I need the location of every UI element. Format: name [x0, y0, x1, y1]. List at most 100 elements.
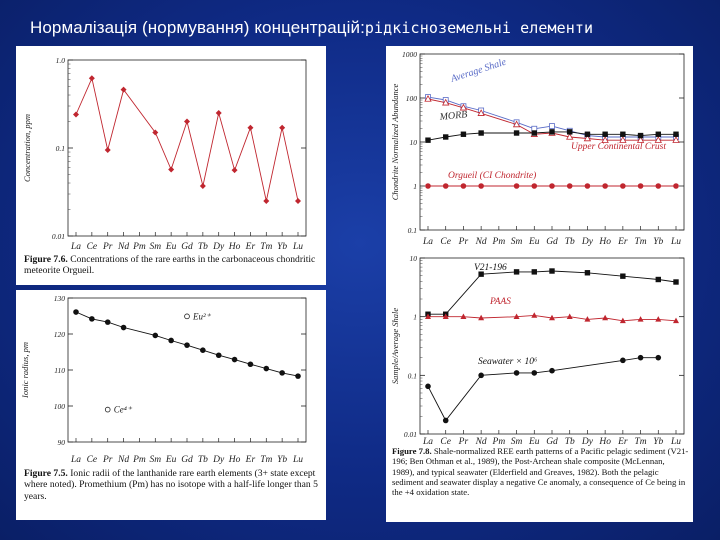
- fig78b-point-0-sm: [513, 269, 520, 275]
- fig78b-point-0-lu: [673, 279, 679, 285]
- fig78a-point-1-tb: [566, 132, 574, 140]
- fig78a-point-3-la: [425, 183, 431, 189]
- fig78a-ytick-label-3: 1: [413, 182, 417, 191]
- fig78b-point-2-nd: [478, 372, 484, 379]
- fig78a-xtick-label-gd: Gd: [546, 237, 558, 247]
- fig75-xtick-label-la: La: [70, 455, 81, 465]
- fig78a-xtick-label-nd: Nd: [475, 237, 487, 247]
- fig76-point-0-ce: [88, 75, 95, 82]
- fig76-point-0-ho: [231, 167, 238, 174]
- fig78b-xtick-label-pm: Pm: [492, 437, 506, 446]
- fig78b-xtick-label-pr: Pr: [458, 437, 469, 446]
- fig78b-point-2-er: [620, 357, 626, 364]
- fig76-xtick-label-tb: Tb: [198, 242, 208, 252]
- fig78a-point-3-ho: [602, 183, 608, 189]
- fig78b-series-v21-196: [425, 268, 679, 317]
- fig78a-xtick-label-yb: Yb: [653, 237, 663, 247]
- fig78b-point-0-er: [620, 273, 626, 279]
- fig75-point-0-ce: [89, 316, 95, 322]
- figure-7-8-caption-text: Shale-normalized REE earth patterns of a…: [392, 446, 689, 498]
- fig78b-xtick-label-dy: Dy: [581, 437, 594, 446]
- fig78a-xtick-label-eu: Eu: [528, 237, 540, 247]
- fig78a-point-1-nd: [477, 109, 485, 116]
- fig75-xtick-label-ce: Ce: [87, 455, 98, 465]
- fig78a-point-3-gd: [549, 183, 555, 189]
- fig78a-point-3-dy: [584, 183, 591, 189]
- fig78b-series-line-0: [428, 270, 677, 315]
- fig78a-point-2-ce: [443, 134, 449, 140]
- fig78a-point-3-tb: [566, 183, 573, 189]
- fig76-point-0-yb: [279, 124, 286, 131]
- figure-7-5-chart: 130 120 110 100 90 La Ce Pr Nd Pm Sm Eu Gd Tb Dy Ho Er Tm…: [20, 294, 307, 465]
- figure-7-8-caption: Figure 7.8. Shale-normalized REE earth p…: [392, 446, 689, 497]
- figure-7-6-chart: 1.0 0.1 0.01 La Ce Pr Nd Pm Sm Eu Gd Tb Dy Ho Er Tm Yb Lu…: [22, 56, 307, 252]
- fig78b-ytick-label-0: 10: [410, 254, 418, 263]
- fig78b-point-0-yb: [655, 276, 661, 283]
- fig76-ytick-label-1: 0.1: [56, 144, 65, 153]
- fig75-annotation-marker-1: [104, 406, 111, 413]
- figure-7-8-caption-label: Figure 7.8.: [392, 446, 432, 456]
- fig78b-xtick-label-ho: Ho: [598, 437, 611, 446]
- fig78a-series-line-2: [427, 131, 676, 141]
- fig75-xtick-label-dy: Dy: [212, 455, 225, 465]
- fig78b-ytick-label-2: 0.1: [408, 371, 417, 380]
- fig78a-ytick-label-1: 100: [406, 94, 418, 103]
- slide-title-main: Нормалізація (нормування) концентрацій:: [30, 18, 365, 37]
- fig76-xtick-label-pr: Pr: [102, 242, 113, 252]
- fig76-xtick-label-lu: Lu: [292, 242, 303, 252]
- fig78b-point-1-ce: [442, 313, 449, 319]
- fig76-point-0-er: [247, 124, 254, 131]
- fig78a-ytick-label-0: 1000: [402, 50, 417, 59]
- fig78a-point-0-gd: [549, 123, 555, 129]
- fig78a-plot: 1000 100 10 1 0.1 La Ce Pr Nd Pm Sm Eu Gd Tb Dy Ho Er Tm Y…: [390, 50, 685, 247]
- figure-7-5-panel: 130 120 110 100 90 La Ce Pr Nd Pm Sm Eu Gd Tb Dy Ho Er Tm…: [16, 290, 326, 520]
- fig78a-point-3-tm: [637, 183, 644, 189]
- fig78b-point-1-lu: [673, 317, 679, 324]
- fig76-point-0-tb: [199, 182, 206, 189]
- fig78a-series-orgueil-ci-chondrite: [425, 183, 679, 189]
- fig75-plot: 130 120 110 100 90 La Ce Pr Nd Pm Sm Eu Gd Tb Dy Ho Er Tm…: [20, 294, 307, 465]
- fig78b-xtick-label-tb: Tb: [565, 437, 575, 446]
- fig75-point-0-sm: [152, 332, 159, 339]
- fig78b-point-1-yb: [655, 316, 662, 322]
- fig75-point-0-nd: [120, 324, 127, 331]
- fig78a-point-2-tm: [637, 132, 644, 139]
- fig78a-point-2-la: [425, 137, 431, 143]
- fig76-xtick-label-eu: Eu: [165, 242, 177, 252]
- fig78a-xtick-label-er: Er: [617, 237, 628, 247]
- fig78b-series-label-v21-196: V21-196: [474, 263, 507, 273]
- fig78a-point-3-sm: [513, 183, 520, 189]
- fig78a-point-1-ce: [442, 98, 450, 106]
- fig78a-point-1-ho: [601, 136, 609, 143]
- fig78b-xtick-label-lu: Lu: [670, 437, 681, 446]
- fig78a-point-1-yb: [654, 136, 662, 143]
- figure-7-5-caption-label: Figure 7.5.: [24, 468, 68, 479]
- fig76-point-0-eu: [168, 166, 175, 173]
- fig76-ytick-label-0: 1.0: [56, 56, 66, 65]
- fig78a-series-label-orgueil-ci-chondrite: Orgueil (CI Chondrite): [448, 170, 536, 181]
- fig78a-ylabel: Chondrite Normalized Abundance: [390, 84, 400, 201]
- fig78a-point-2-dy: [584, 131, 591, 137]
- fig78b-point-1-er: [619, 317, 626, 324]
- fig78a-xtick-label-pm: Pm: [492, 237, 506, 247]
- fig78b-xtick-label-tm: Tm: [634, 437, 646, 446]
- fig78a-point-2-pr: [460, 131, 467, 137]
- fig75-point-0-tm: [263, 365, 270, 372]
- fig78a-point-2-lu: [673, 131, 679, 137]
- fig78b-point-1-tm: [637, 316, 644, 322]
- fig75-ylabel: Ionic radius, pm: [20, 342, 30, 399]
- fig78a-point-3-ce: [442, 183, 449, 189]
- fig78a-xtick-label-pr: Pr: [458, 237, 469, 247]
- fig75-xtick-label-nd: Nd: [117, 455, 129, 465]
- fig78a-point-1-la: [424, 94, 432, 102]
- fig76-point-0-sm: [152, 129, 159, 136]
- fig75-point-0-eu: [168, 337, 174, 344]
- fig76-ytick-label-2: 0.01: [52, 232, 65, 241]
- fig78a-xtick-label-ce: Ce: [440, 237, 451, 247]
- fig75-point-0-pr: [104, 319, 111, 325]
- fig78a-series-label-upper-continental-crust: Upper Continental Crust: [571, 142, 666, 152]
- fig76-plot: 1.0 0.1 0.01 La Ce Pr Nd Pm Sm Eu Gd Tb Dy Ho Er Tm Yb Lu…: [22, 56, 307, 252]
- fig78a-xtick-label-tm: Tm: [634, 237, 646, 247]
- fig75-point-0-er: [247, 361, 254, 368]
- fig76-xtick-label-ce: Ce: [87, 242, 98, 252]
